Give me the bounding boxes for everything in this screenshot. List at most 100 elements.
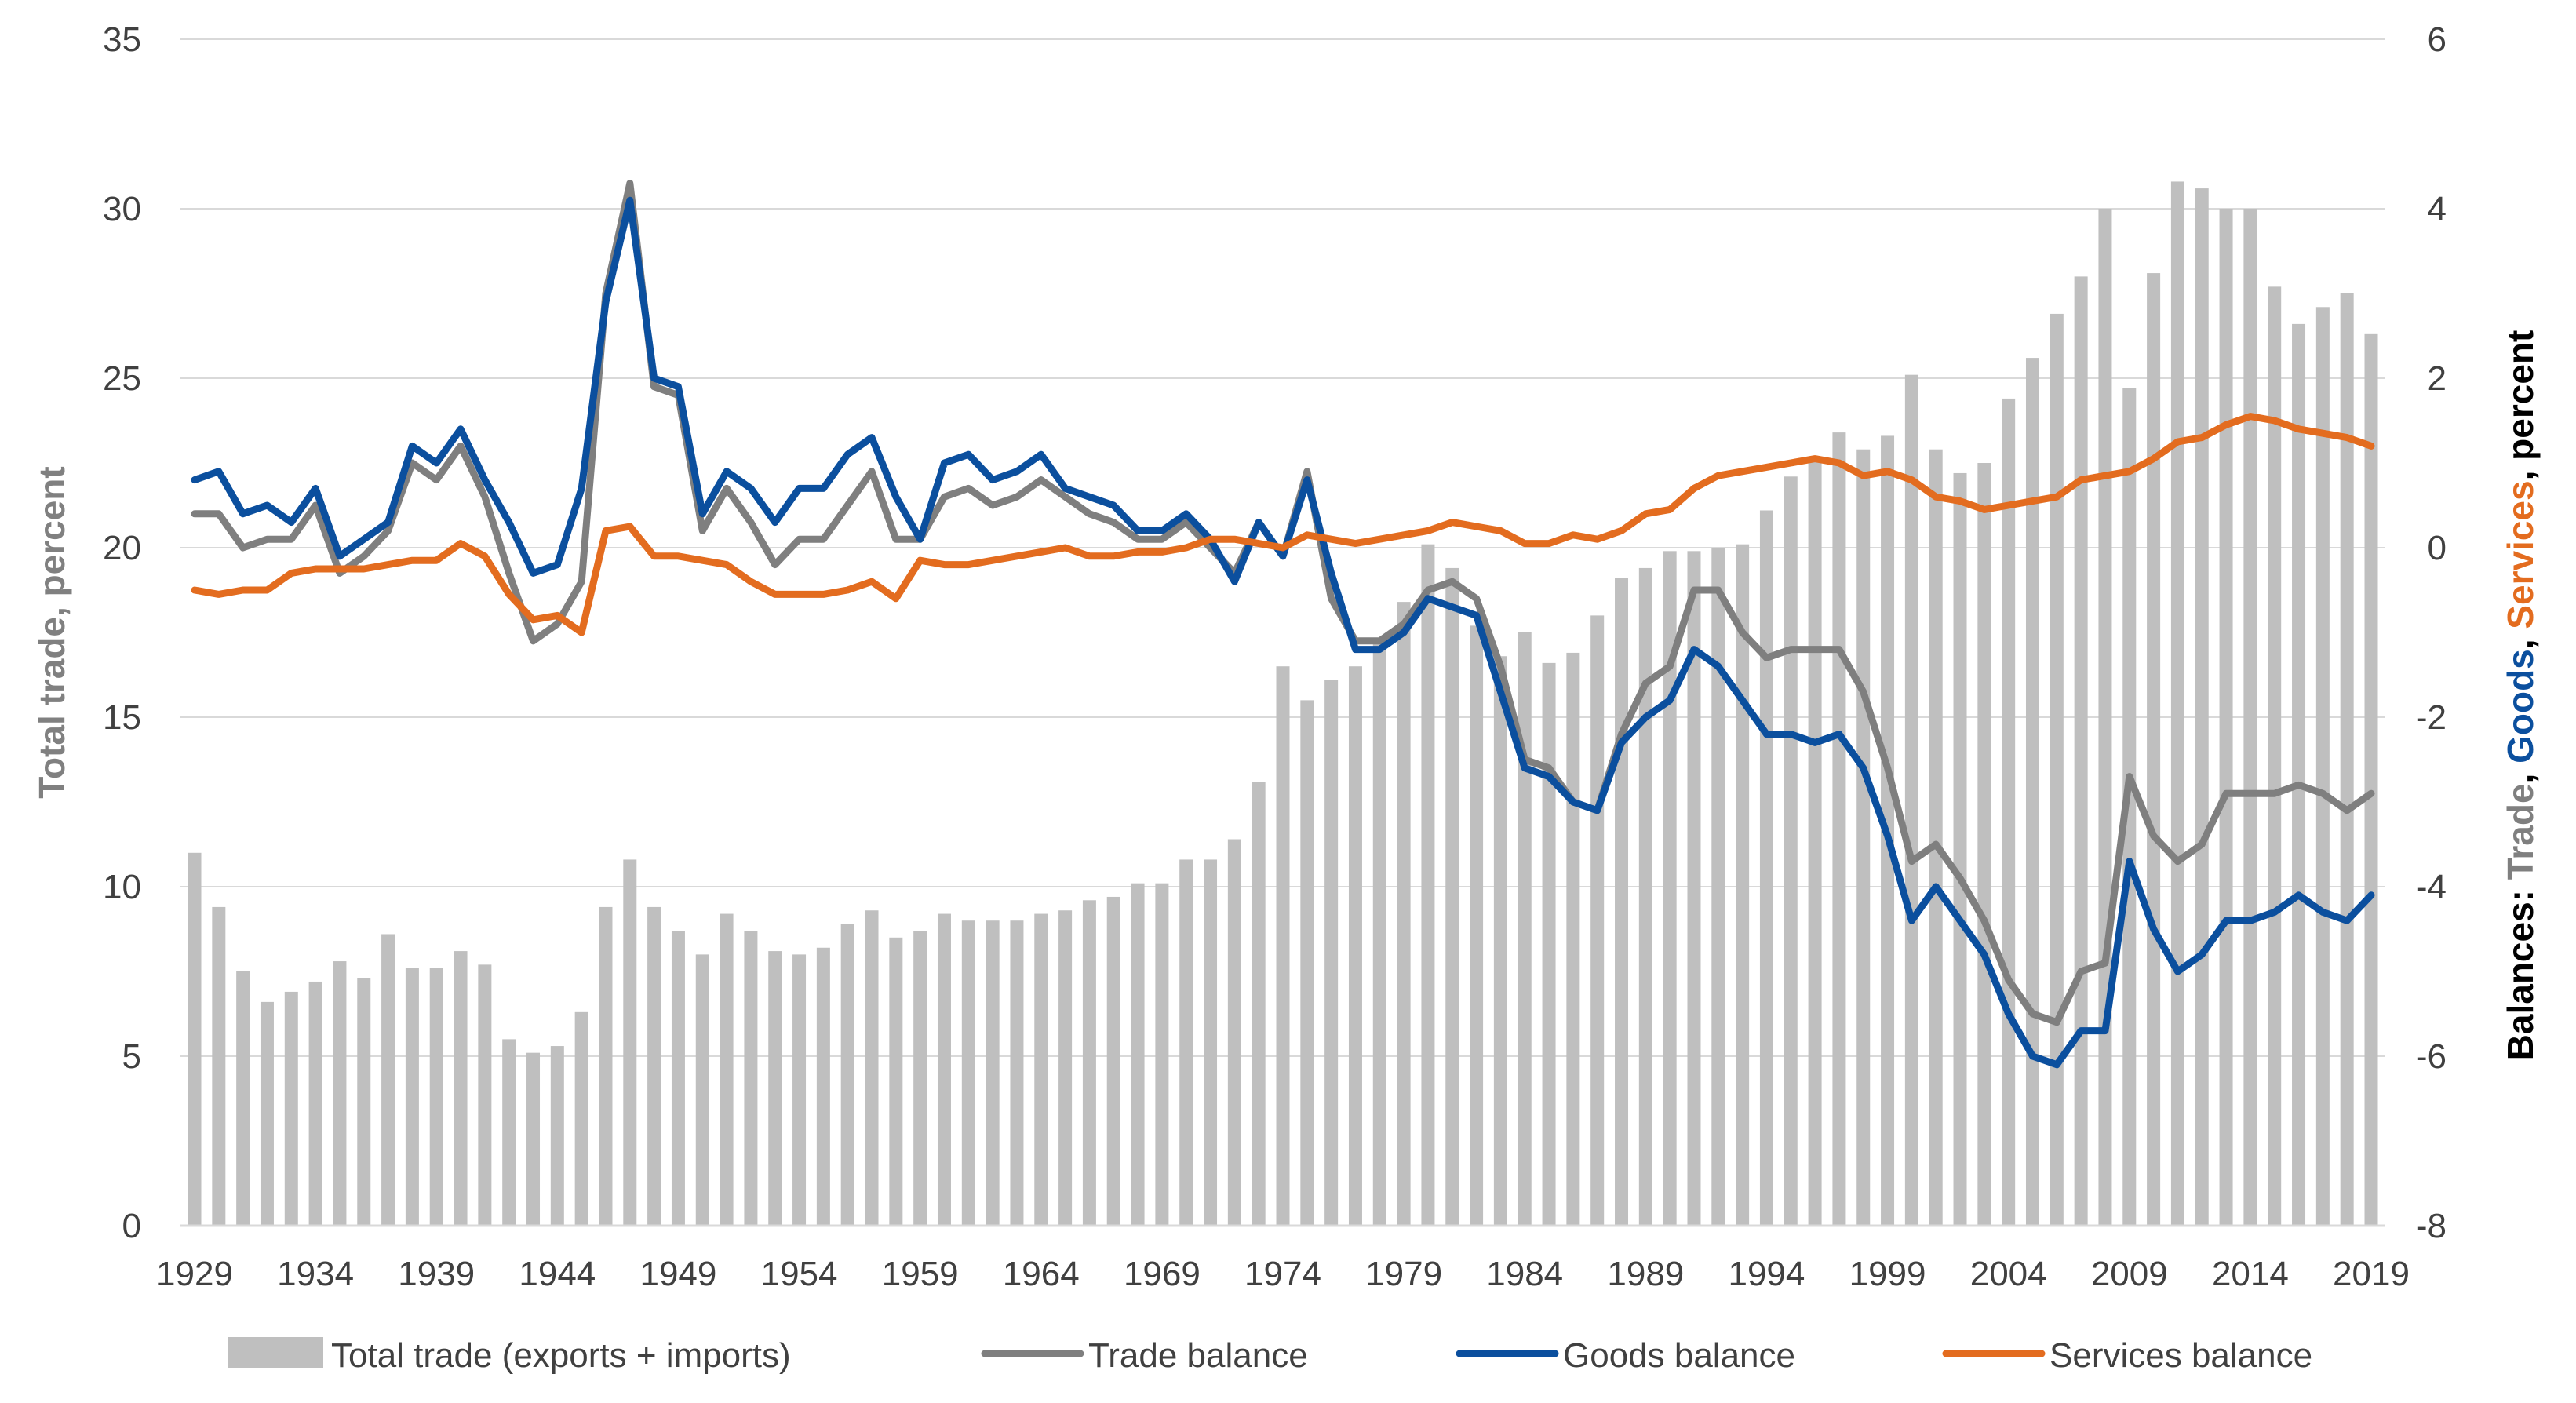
total-trade-bar — [1615, 578, 1629, 1226]
total-trade-bar — [1131, 883, 1145, 1226]
total-trade-bar — [2002, 398, 2016, 1226]
total-trade-bar — [1179, 859, 1193, 1226]
x-axis-tick-label: 1964 — [1003, 1255, 1080, 1293]
right-axis-title-part: Balances: — [2500, 880, 2541, 1060]
total-trade-bar — [1759, 510, 1773, 1226]
total-trade-bar — [1977, 463, 1991, 1226]
x-axis-tick-label: 1934 — [277, 1255, 354, 1293]
left-axis-tick-label: 5 — [122, 1037, 141, 1076]
total-trade-bar — [502, 1039, 516, 1226]
right-axis-tick-label: -8 — [2416, 1207, 2447, 1245]
total-trade-bar — [1106, 896, 1120, 1226]
total-trade-bar — [1832, 432, 1846, 1226]
total-trade-bar — [1856, 449, 1871, 1226]
total-trade-bar — [1372, 639, 1386, 1226]
total-trade-bar — [1542, 662, 1556, 1226]
total-trade-bar — [1421, 544, 1435, 1226]
total-trade-bar — [695, 954, 709, 1226]
total-trade-bar — [768, 951, 782, 1226]
legend: Total trade (exports + imports) Trade bal… — [228, 1336, 2312, 1375]
total-trade-bar — [1638, 567, 1652, 1226]
total-trade-bar — [405, 968, 419, 1226]
x-axis-tick-label: 1994 — [1728, 1255, 1805, 1293]
total-trade-bar — [1663, 551, 1677, 1226]
left-axis-tick-label: 35 — [103, 20, 141, 59]
total-trade-bar — [2122, 388, 2137, 1226]
x-axis-tick-label: 1959 — [882, 1255, 959, 1293]
left-axis-tick-label: 15 — [103, 698, 141, 737]
total-trade-bar — [720, 913, 734, 1226]
right-axis-title-part: , percent — [2500, 330, 2541, 481]
total-trade-bar — [308, 981, 322, 1226]
total-trade-bar — [1300, 700, 1314, 1226]
total-trade-bar — [1204, 859, 1218, 1226]
total-trade-bar — [671, 931, 685, 1226]
x-axis-tick-label: 2014 — [2212, 1255, 2289, 1293]
total-trade-bar — [236, 971, 250, 1226]
total-trade-bar — [1687, 551, 1701, 1226]
right-axis-tick-label: -4 — [2416, 868, 2447, 906]
axes: 0 5 10 15 20 25 30 35 -8 -6 -4 -2 0 2 4 6 1929 1934 1939 19… — [31, 20, 2541, 1293]
right-axis-tick-label: 2 — [2428, 359, 2447, 398]
total-trade-bar — [1397, 602, 1411, 1226]
total-trade-bar — [647, 906, 661, 1226]
total-trade-bar — [937, 913, 951, 1226]
total-trade-bar — [1953, 472, 1967, 1226]
total-trade-bar — [2195, 188, 2209, 1226]
total-trade-bar — [1736, 544, 1750, 1226]
total-trade-bar — [1324, 680, 1339, 1226]
total-trade-bar — [1470, 625, 1484, 1226]
total-trade-bar — [2170, 181, 2184, 1226]
total-trade-bar — [381, 934, 395, 1226]
total-trade-bar — [2025, 358, 2039, 1226]
right-axis-title-part: , — [2500, 629, 2541, 650]
total-trade-bar — [986, 920, 1000, 1226]
total-trade-bar — [2050, 313, 2064, 1226]
total-trade-bar — [333, 961, 347, 1226]
left-axis-tick-label: 0 — [122, 1207, 141, 1245]
left-axis-tick-label: 30 — [103, 190, 141, 228]
total-trade-bar — [913, 931, 927, 1226]
total-trade-bar — [792, 954, 807, 1226]
total-trade-bar — [1155, 883, 1169, 1226]
total-trade-bar — [1348, 666, 1362, 1226]
total-trade-bar — [212, 906, 226, 1226]
right-axis-tick-label: 0 — [2428, 529, 2447, 567]
legend-label-goods-balance: Goods balance — [1563, 1336, 1795, 1375]
left-axis-tick-label: 20 — [103, 529, 141, 567]
total-trade-bar — [574, 1011, 588, 1226]
total-trade-bar — [744, 931, 758, 1226]
legend-label-services-balance: Services balance — [2050, 1336, 2312, 1375]
x-axis-tick-label: 2009 — [2091, 1255, 2168, 1293]
total-trade-bar — [961, 920, 975, 1226]
total-trade-bar — [284, 991, 298, 1226]
x-axis-tick-label: 2019 — [2333, 1255, 2410, 1293]
right-axis-tick-label: 6 — [2428, 20, 2447, 59]
legend-label-total-trade-exports-imports: Total trade (exports + imports) — [331, 1336, 791, 1375]
x-axis-tick-label: 1989 — [1607, 1255, 1684, 1293]
x-axis-tick-label: 1944 — [519, 1255, 596, 1293]
total-trade-bar — [2292, 323, 2306, 1226]
x-axis-tick-label: 1969 — [1124, 1255, 1201, 1293]
total-trade-bar — [1566, 652, 1580, 1226]
x-axis-tick-label: 1939 — [398, 1255, 475, 1293]
total-trade-bar — [889, 937, 903, 1226]
total-trade-bar — [1590, 615, 1605, 1226]
total-trade-bar — [526, 1052, 541, 1226]
total-trade-bar — [2315, 307, 2330, 1226]
services-balance-line — [191, 413, 2375, 636]
legend-label-trade-balance: Trade balance — [1088, 1336, 1308, 1375]
total-trade-bar — [1518, 632, 1532, 1226]
total-trade-bar — [2340, 293, 2354, 1226]
total-trade-bars — [188, 181, 2378, 1226]
total-trade-bar — [865, 910, 879, 1226]
legend-swatch-total-trade-exports-imports — [228, 1337, 323, 1368]
total-trade-bar — [429, 968, 443, 1226]
total-trade-bar — [357, 978, 371, 1226]
total-trade-bar — [1784, 476, 1798, 1226]
right-axis-title: Balances: Trade, Goods, Services, percen… — [2500, 330, 2541, 1061]
x-axis-tick-label: 1979 — [1365, 1255, 1442, 1293]
total-trade-bar — [1929, 449, 1943, 1226]
total-trade-bar — [2364, 333, 2378, 1226]
